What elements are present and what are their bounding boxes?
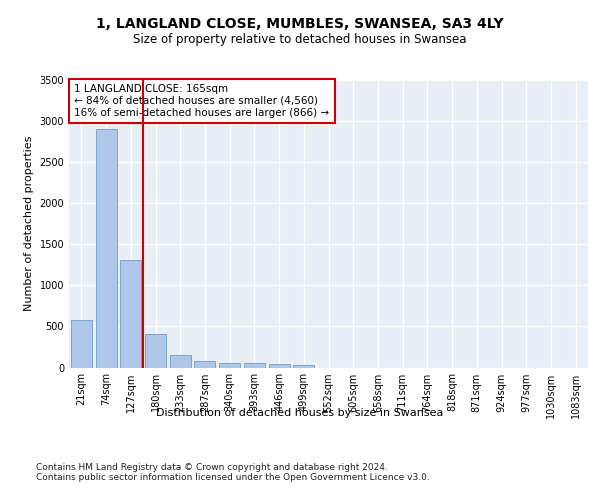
Bar <box>170 355 191 368</box>
Bar <box>194 361 215 368</box>
Bar <box>244 363 265 368</box>
Bar <box>293 364 314 368</box>
Bar <box>145 334 166 368</box>
Bar <box>95 130 116 368</box>
Bar <box>219 362 240 368</box>
Text: 1 LANGLAND CLOSE: 165sqm
← 84% of detached houses are smaller (4,560)
16% of sem: 1 LANGLAND CLOSE: 165sqm ← 84% of detach… <box>74 84 329 117</box>
Bar <box>120 260 141 368</box>
Bar <box>269 364 290 368</box>
Text: Contains HM Land Registry data © Crown copyright and database right 2024.
Contai: Contains HM Land Registry data © Crown c… <box>36 462 430 482</box>
Text: Distribution of detached houses by size in Swansea: Distribution of detached houses by size … <box>157 408 443 418</box>
Text: 1, LANGLAND CLOSE, MUMBLES, SWANSEA, SA3 4LY: 1, LANGLAND CLOSE, MUMBLES, SWANSEA, SA3… <box>96 18 504 32</box>
Text: Size of property relative to detached houses in Swansea: Size of property relative to detached ho… <box>133 32 467 46</box>
Y-axis label: Number of detached properties: Number of detached properties <box>24 136 34 312</box>
Bar <box>71 320 92 368</box>
